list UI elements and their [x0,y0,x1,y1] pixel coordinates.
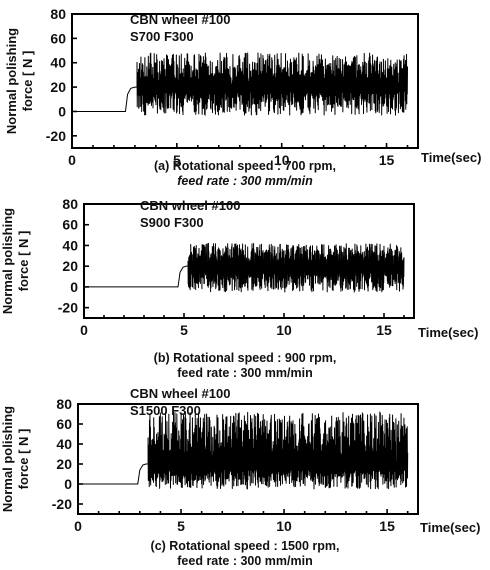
force-signal-line [78,411,409,490]
plot-frame [83,203,415,319]
chart-panel-a: -20 0 20 40 60 80 0 5 10 15 Time(sec) Normal polish… [0,0,490,190]
x-tick-label: 15 [376,322,392,338]
force-signal-line [84,242,405,293]
force-signal-line [72,52,409,116]
y-tick-label: -20 [46,128,66,144]
chart-annotation: CBN wheel #100 [140,198,240,213]
y-tick-label: 20 [62,258,78,274]
y-tick-label: 40 [62,237,78,253]
x-tick-label: 10 [274,152,290,168]
chart-caption: feed rate : 300 mm/min [177,366,312,380]
y-tick-label: 20 [56,456,72,472]
y-tick-label: 60 [56,416,72,432]
chart-annotation: S1500 F300 [130,403,201,418]
y-axis-label: force [ N ] [20,51,35,112]
x-tick-label: 5 [180,322,188,338]
y-tick-label: 0 [58,103,66,119]
y-axis-label: Normal polishing [0,406,15,512]
chart-caption: (b) Rotational speed : 900 rpm, [154,351,337,365]
y-axis-label: Normal polishing [0,208,15,314]
x-tick-label: 0 [80,322,88,338]
x-tick-label: 15 [379,152,395,168]
y-tick-label: 60 [62,217,78,233]
chart-panel-c: -20 0 20 40 60 80 0 5 10 15 Time(sec) Normal polish… [0,380,490,570]
x-tick-label: 5 [177,518,185,534]
y-axis-label: force [ N ] [16,429,31,490]
x-tick-label: 0 [74,518,82,534]
y-axis-label: force [ N ] [16,231,31,292]
y-tick-label: 0 [64,476,72,492]
chart-panel-b: -20 0 20 40 60 80 0 5 10 15 Time(sec) Normal polish… [0,190,490,380]
chart-annotation: S700 F300 [130,29,194,44]
y-tick-label: 40 [56,436,72,452]
y-tick-label: 20 [50,79,66,95]
y-tick-label: 0 [70,279,78,295]
y-tick-label: -20 [52,496,72,512]
x-tick-label: 15 [379,518,395,534]
plot-frame [77,403,419,515]
y-tick-label: 80 [56,396,72,412]
y-tick-label: 80 [62,196,78,212]
x-tick-label: 0 [68,152,76,168]
chart-caption: (c) Rotational speed : 1500 rpm, [151,539,340,553]
chart-annotation: S900 F300 [140,215,204,230]
x-axis-label: Time(sec) [421,150,481,165]
x-axis-label: Time(sec) [420,520,480,535]
y-tick-label: 60 [50,30,66,46]
plot-frame [71,13,419,149]
x-tick-label: 5 [173,152,181,168]
y-tick-label: -20 [58,300,78,316]
y-tick-label: 40 [50,55,66,71]
chart-caption: feed rate : 300 mm/min [177,554,312,568]
x-tick-label: 10 [276,322,292,338]
x-axis-label: Time(sec) [418,325,478,340]
x-tick-label: 10 [276,518,292,534]
chart-annotation: CBN wheel #100 [130,386,230,401]
chart-caption: (a) Rotational speed : 700 rpm, [154,159,336,173]
y-axis-label: Normal polishing [4,28,19,134]
y-tick-label: 80 [50,6,66,22]
chart-caption: feed rate : 300 mm/min [177,174,313,188]
chart-annotation: CBN wheel #100 [130,12,230,27]
